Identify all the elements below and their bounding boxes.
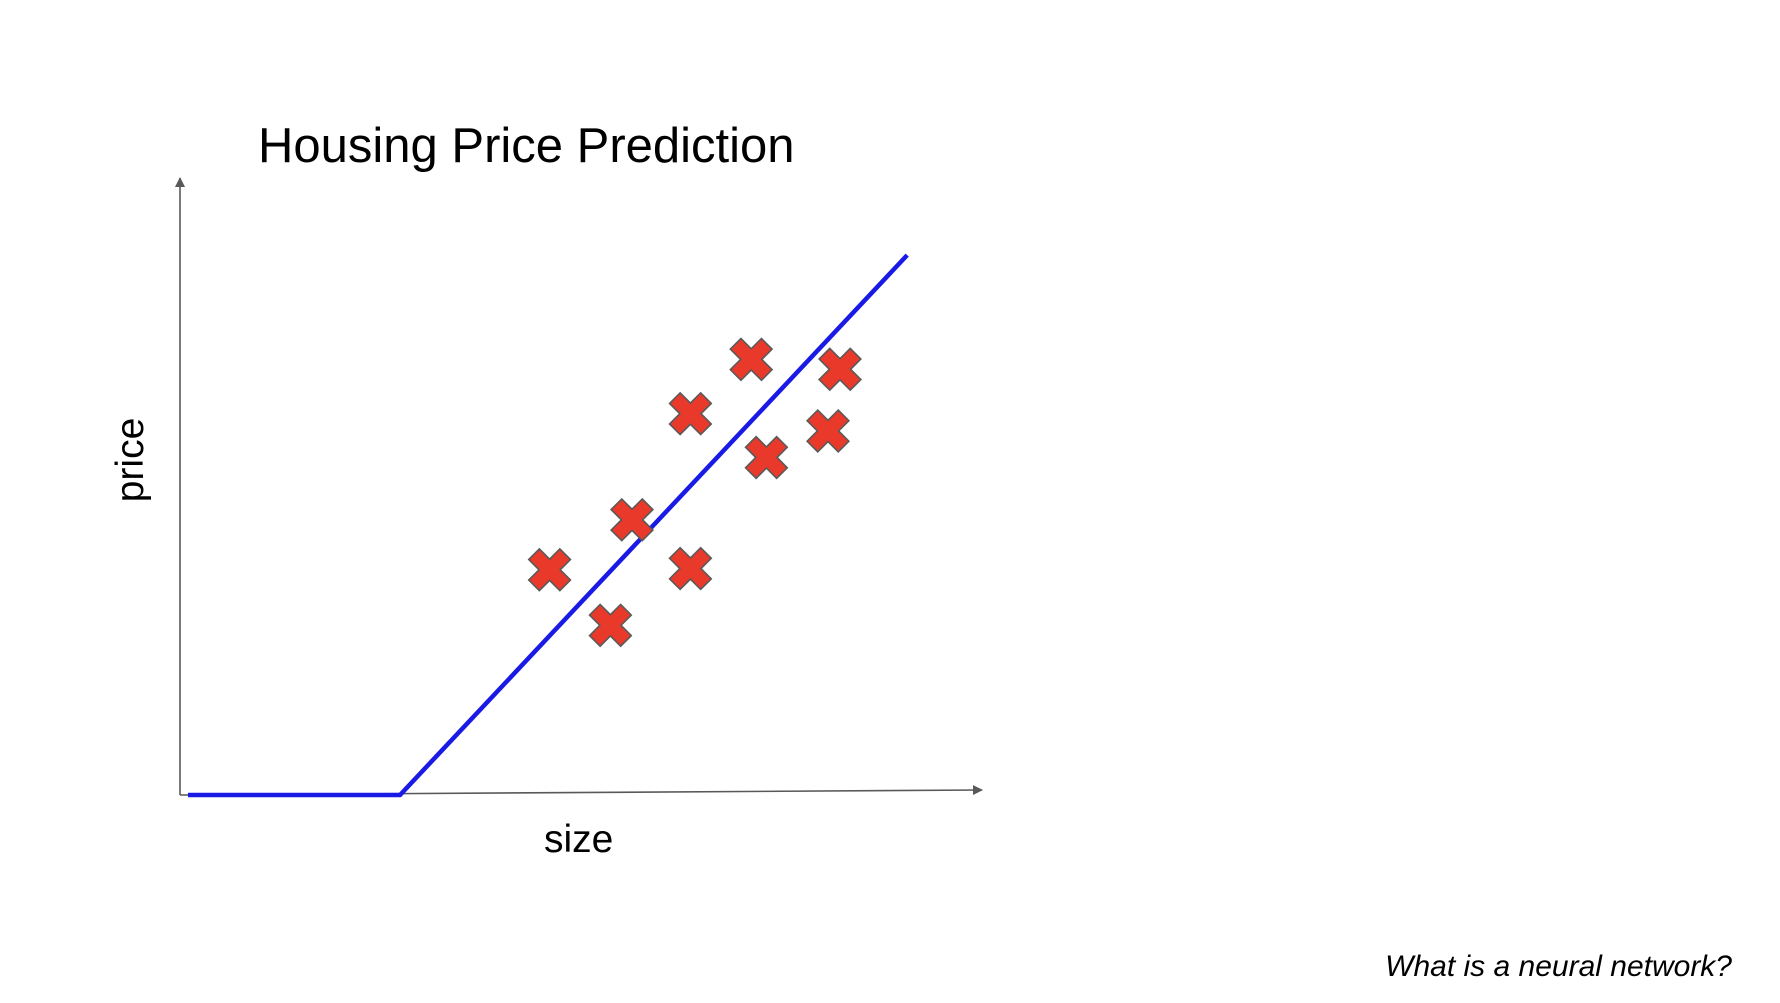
data-point-x-marker	[527, 547, 572, 592]
fit-line	[188, 253, 909, 798]
data-point-x-marker	[729, 337, 774, 382]
data-point-x-marker	[806, 408, 850, 453]
data-point-x-marker	[668, 546, 713, 591]
data-point-x-marker	[744, 435, 789, 480]
data-point-x-marker	[818, 347, 862, 392]
data-point-x-marker	[588, 603, 633, 648]
data-point-x-marker	[610, 497, 654, 542]
chart-title: Housing Price Prediction	[258, 119, 795, 173]
series-layer	[188, 253, 909, 798]
footer-note: What is a neural network?	[1385, 950, 1732, 983]
x-axis-label: size	[544, 818, 614, 861]
data-point-x-marker	[668, 391, 713, 436]
